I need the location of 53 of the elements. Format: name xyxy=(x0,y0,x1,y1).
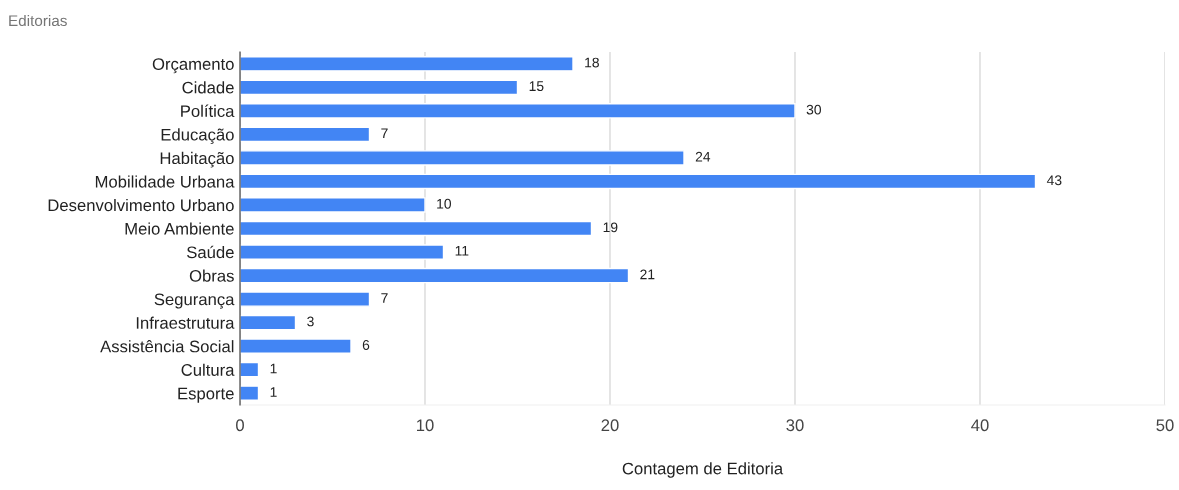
x-tick-label: 10 xyxy=(417,419,434,432)
y-tick-label: Obras xyxy=(189,269,234,282)
bar xyxy=(240,244,445,260)
bar xyxy=(240,314,297,331)
y-tick-label: Esporte xyxy=(178,387,234,403)
y-tick-label: Cultura xyxy=(181,363,235,376)
bar xyxy=(240,220,593,237)
y-tick-label: Desenvolvimento Urbano xyxy=(48,198,234,212)
data-label: 43 xyxy=(1046,175,1062,186)
bar xyxy=(240,56,574,72)
y-tick-label: Saúde xyxy=(187,245,234,259)
data-label: 7 xyxy=(381,293,388,303)
x-axis-title: Contagem de Editoria xyxy=(622,462,784,478)
text: Editorias xyxy=(9,14,67,27)
y-tick-label: Assistência Social xyxy=(100,340,234,353)
y-tick-label: Infraestrutura xyxy=(136,316,235,329)
y-tick-label: Mobilidade Urbana xyxy=(95,175,235,188)
y-tick-label: Educação xyxy=(161,128,234,144)
x-tick-label: 30 xyxy=(786,419,804,432)
y-tick-label: Habitação xyxy=(160,151,234,168)
data-label: 7 xyxy=(381,128,388,138)
y-tick-label: Cidade xyxy=(182,81,234,94)
data-label: 24 xyxy=(695,151,711,162)
bar xyxy=(240,291,371,307)
bar xyxy=(240,150,685,166)
data-label: 3 xyxy=(307,316,314,327)
y-tick-label: Política xyxy=(181,104,235,118)
data-label: 10 xyxy=(437,198,452,209)
y-tick-label: Segurança xyxy=(154,293,235,309)
data-label: 15 xyxy=(529,81,544,92)
data-label: 18 xyxy=(585,57,599,68)
bar xyxy=(240,79,519,96)
data-label: 1 xyxy=(270,387,277,397)
bar xyxy=(240,103,796,119)
bar xyxy=(240,361,260,378)
x-tick-label: 20 xyxy=(601,419,619,432)
x-tick-label: 50 xyxy=(1156,419,1174,432)
x-tick-label: 40 xyxy=(971,419,989,432)
data-label: 19 xyxy=(603,222,618,233)
data-label: 11 xyxy=(455,246,469,256)
bar xyxy=(240,267,630,284)
bar xyxy=(240,173,1037,190)
y-tick-label: Meio Ambiente xyxy=(125,222,234,235)
bar xyxy=(240,385,260,401)
data-label: 1 xyxy=(270,363,277,374)
bar xyxy=(240,197,426,213)
bar xyxy=(240,338,352,354)
data-label: 6 xyxy=(362,340,370,350)
bar xyxy=(240,126,371,143)
y-tick-label: Orçamento xyxy=(152,58,234,74)
data-label: 21 xyxy=(640,269,655,280)
data-label: 30 xyxy=(806,104,822,115)
x-tick-label: 0 xyxy=(236,419,244,432)
